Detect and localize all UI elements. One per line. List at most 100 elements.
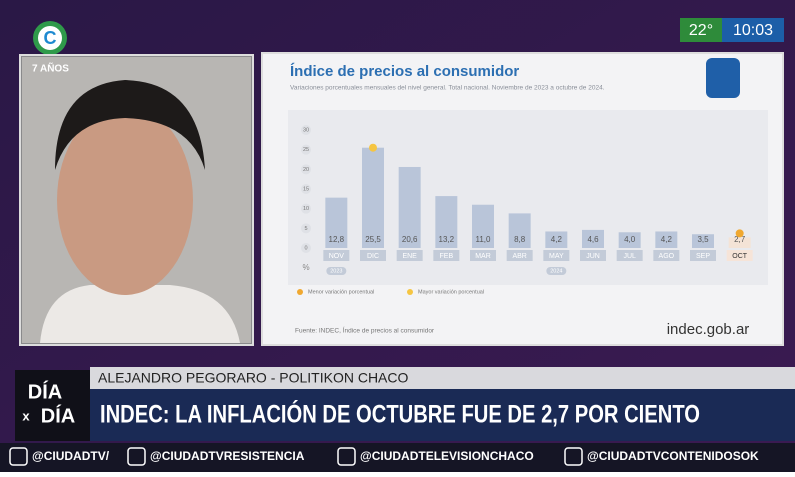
legend-swatch: [407, 289, 413, 295]
y-unit: %: [302, 263, 309, 272]
x-tick-box: [433, 250, 460, 261]
x-tick-box: [506, 250, 533, 261]
y-tick-label: 25: [303, 147, 309, 153]
x-tick-label: SEP: [696, 253, 710, 260]
min-marker: [735, 229, 744, 238]
age-tag: 7 AÑOS: [32, 62, 69, 75]
legend-label: Mayor variación porcentual: [418, 289, 484, 295]
y-tick-label: 30: [303, 127, 309, 133]
year-label: 2023: [330, 268, 342, 274]
value-label: 3,5: [697, 235, 709, 244]
social-icon: [564, 447, 583, 466]
x-tick-box: [653, 250, 680, 261]
social-handle: @CIUDADTELEVISIONCHACO: [360, 449, 534, 463]
bar: [692, 234, 714, 248]
social-icon: [127, 447, 146, 466]
y-tick: [301, 144, 311, 155]
x-tick-label: JUN: [586, 253, 600, 260]
bar: [618, 232, 641, 248]
temp-box: [680, 18, 722, 42]
logo: C: [44, 28, 57, 48]
face: [57, 105, 193, 295]
value-label: 11,0: [476, 235, 492, 244]
value-label: 4,2: [661, 235, 673, 244]
x-tick-box: [726, 250, 753, 261]
x-tick-label: MAR: [475, 253, 491, 260]
bar: [398, 166, 421, 248]
y-tick: [301, 184, 311, 194]
bar: [545, 231, 568, 248]
name-strip: [90, 367, 795, 389]
y-tick-label: 0: [304, 245, 307, 251]
x-tick-label: JUL: [623, 253, 636, 260]
x-tick-box: [616, 250, 643, 261]
chart-subtitle: Variaciones porcentuales mensuales del n…: [290, 85, 605, 92]
value-label: 4,6: [587, 235, 599, 244]
x-tick-box: [470, 250, 496, 261]
value-label: 13,2: [439, 235, 455, 244]
legend-swatch: [297, 289, 303, 295]
y-tick: [301, 125, 311, 135]
bar: [435, 196, 458, 248]
value-label: 25,5: [365, 235, 381, 244]
headline-bar: [90, 389, 795, 441]
y-tick: [301, 243, 311, 253]
year-box: [326, 267, 347, 275]
y-tick-label: 15: [303, 186, 309, 192]
x-tick-box: [580, 250, 606, 261]
value-label: 2,7: [734, 235, 746, 244]
value-label: 12,8: [329, 235, 345, 244]
year-box: [546, 267, 567, 275]
time: 10:03: [733, 22, 773, 39]
y-tick: [301, 203, 311, 214]
bar: [582, 229, 604, 248]
x-tick-box: [323, 250, 350, 261]
x-tick-box: [360, 250, 386, 261]
value-label: 4,2: [551, 235, 563, 244]
show-logo: DÍA: [28, 380, 62, 403]
y-tick-label: 10: [303, 206, 309, 212]
badge: [706, 58, 740, 98]
value-label: 20,6: [402, 235, 418, 244]
x-tick-label: FEB: [440, 253, 454, 260]
social-icon: [337, 447, 356, 466]
chart-title: Índice de precios al consumidor: [290, 63, 519, 80]
y-tick: [301, 164, 311, 175]
show-logo: x: [22, 408, 30, 423]
x-tick-box: [690, 250, 716, 261]
y-tick-label: 20: [303, 167, 309, 173]
shirt: [40, 285, 240, 343]
social-icon: [9, 447, 28, 466]
show-logo-box: [15, 370, 90, 441]
time-box: [722, 18, 784, 42]
max-marker: [369, 143, 377, 152]
headline: INDEC: LA INFLACIÓN DE OCTUBRE FUE DE 2,…: [100, 399, 700, 429]
y-tick-label: 5: [304, 226, 307, 232]
value-label: 8,8: [514, 235, 526, 244]
x-tick-label: MAY: [549, 253, 564, 260]
x-tick-box: [396, 250, 423, 261]
x-tick-label: DIC: [367, 253, 379, 260]
value-label: 4,0: [624, 235, 636, 244]
show-logo: DÍA: [41, 404, 75, 427]
bar: [472, 204, 494, 248]
x-tick-label: ABR: [512, 253, 526, 260]
temperature: 22°: [689, 22, 713, 39]
x-tick-label: OCT: [732, 253, 748, 260]
social-handle: @CIUDADTVRESISTENCIA: [150, 449, 305, 463]
social-handle: @CIUDADTVCONTENIDOSOK: [587, 449, 759, 463]
bar: [325, 197, 348, 248]
x-tick-label: ENE: [402, 253, 417, 260]
hair: [55, 80, 205, 170]
social-handle: @CIUDADTV/: [32, 449, 110, 463]
x-tick-label: NOV: [329, 253, 345, 260]
bar: [362, 147, 384, 248]
bar: [655, 231, 678, 248]
name: ALEJANDRO PEGORARO - POLITIKON CHACO: [98, 370, 408, 386]
x-tick-box: [543, 250, 570, 261]
y-tick: [301, 223, 311, 234]
bar: [728, 237, 751, 248]
legend-label: Menor variación porcentual: [308, 289, 374, 295]
x-tick-label: AGO: [659, 253, 675, 260]
